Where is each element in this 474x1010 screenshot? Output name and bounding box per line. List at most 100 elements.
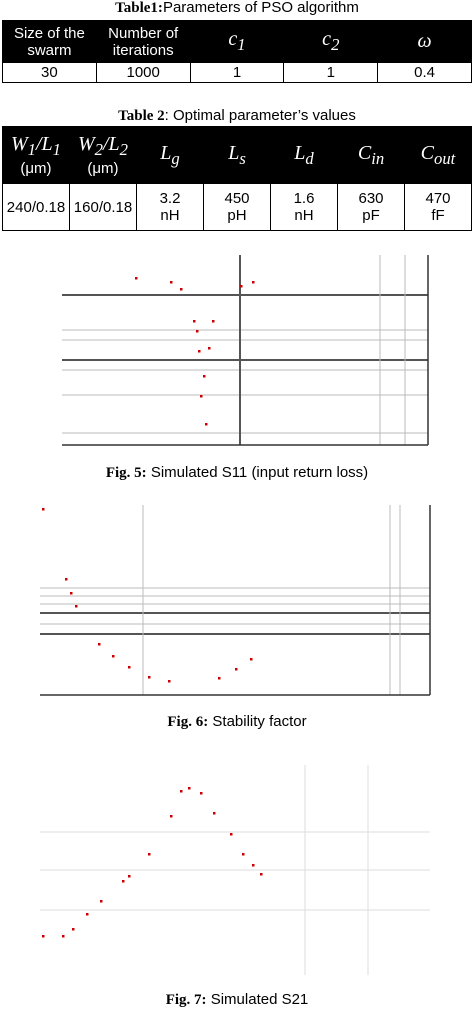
plot-dot [200, 395, 203, 398]
symbol-text: W [10, 133, 28, 155]
plot-dot [72, 928, 75, 931]
cell: 450 pH [203, 183, 271, 231]
plot-dot [42, 935, 45, 938]
symbol-text: W [77, 133, 95, 155]
symbol-text: L [294, 141, 306, 164]
plot-dot [65, 578, 68, 581]
header-cell: Cin [337, 126, 405, 184]
symbol: Lg [160, 141, 179, 168]
header-cell: Lg [136, 126, 204, 184]
figure-caption: Fig. 5: Simulated S11 (input return loss… [0, 464, 474, 482]
header-cell: c1 [189, 20, 285, 63]
table-caption: Table 2: Optimal parameter’s values [0, 107, 474, 125]
plot-dot [213, 812, 216, 815]
cell: 630 pF [337, 183, 405, 231]
table: Size of the swarm Number of iterations c1 c… [2, 20, 472, 83]
plot-dot [100, 900, 103, 903]
cell: 160/0.18 [69, 183, 137, 231]
symbol-text: C [357, 141, 372, 164]
subscript: 1 [52, 140, 61, 159]
table-row: 30 1000 1 1 0.4 [2, 62, 472, 83]
table-title: : Optimal parameter’s values [164, 107, 356, 124]
subscript: 2 [331, 35, 340, 54]
plot-dot [135, 277, 138, 280]
subscript: s [239, 148, 246, 168]
plot-dot [148, 853, 151, 856]
symbol: W1/L1 [10, 133, 61, 159]
plot-dot [218, 677, 221, 680]
table-title: Parameters of PSO algorithm [162, 0, 359, 16]
plot-dot [203, 375, 206, 378]
symbol-text: c [228, 28, 238, 50]
cell: 240/0.18 [2, 183, 70, 231]
figure-plot [62, 255, 429, 446]
subscript: out [434, 148, 456, 168]
table-label: Table1: [115, 0, 163, 16]
symbol: Cout [420, 141, 456, 168]
unit: (μm) [87, 160, 119, 177]
cell: 1 [283, 62, 379, 83]
symbol-text: C [420, 141, 435, 164]
plot-dot [188, 787, 191, 790]
symbol: Cin [357, 141, 384, 168]
subscript: g [171, 148, 180, 168]
plot-dot [62, 935, 65, 938]
plot-dot [252, 281, 255, 284]
symbol-text: c [322, 28, 332, 50]
symbol-text: L [228, 141, 240, 164]
plot-dot [212, 320, 215, 323]
plot-dot [200, 792, 203, 795]
header-cell: Ls [203, 126, 271, 184]
plot-dot [170, 815, 173, 818]
plot-dot [75, 605, 78, 608]
symbol: Ld [294, 141, 313, 168]
header-cell: ω [377, 20, 472, 63]
cell: 3.2 nH [136, 183, 204, 231]
symbol-text: L [108, 133, 120, 155]
figure-text: Stability factor [212, 713, 307, 730]
unit: (μm) [20, 160, 52, 177]
header-cell: c2 [283, 20, 379, 63]
plot-dot [70, 592, 73, 595]
table-label: Table 2 [118, 108, 165, 124]
header-cell: W2/L2 (μm) [69, 126, 137, 184]
symbol-text: / [102, 133, 109, 155]
symbol-text: / [35, 133, 42, 155]
plot-dot [242, 853, 245, 856]
figure-text: Simulated S21 [210, 991, 309, 1008]
symbol: Ls [228, 141, 246, 168]
cell: 30 [2, 62, 97, 83]
subscript: d [305, 148, 314, 168]
symbol-text: ω [417, 30, 432, 52]
header-cell: Number of iterations [95, 20, 191, 63]
cell: 1 [189, 62, 285, 83]
plot-dot [230, 833, 233, 836]
subscript: 2 [119, 140, 128, 159]
figure-caption: Fig. 6: Stability factor [0, 713, 474, 731]
symbol-text: L [160, 141, 172, 164]
table: W1/L1 (μm) W2/L2 (μm) Lg Ls Ld Cin Cout 240/0.18 1… [2, 126, 472, 231]
figure-plot [40, 505, 431, 696]
plot-dot [260, 873, 263, 876]
plot-dot [98, 643, 101, 646]
subscript: in [371, 148, 385, 168]
plot-dot [148, 676, 151, 679]
symbol: W2/L2 [77, 133, 128, 159]
plot-dot [205, 423, 208, 426]
symbol-text: L [41, 133, 53, 155]
subscript: 1 [237, 35, 246, 54]
plot-dot [252, 864, 255, 867]
plot-dot [128, 666, 131, 669]
header-cell: W1/L1 (μm) [2, 126, 70, 184]
subscript: 1 [27, 140, 36, 159]
figure-plot [40, 765, 430, 975]
symbol: ω [418, 30, 432, 52]
plot-dot [180, 288, 183, 291]
cell: 1.6 nH [270, 183, 338, 231]
figure-text: Simulated S11 (input return loss) [150, 464, 369, 481]
cell: 1000 [95, 62, 191, 83]
plot-dot [170, 281, 173, 284]
plot-dot [112, 655, 115, 658]
plot-dot [122, 880, 125, 883]
